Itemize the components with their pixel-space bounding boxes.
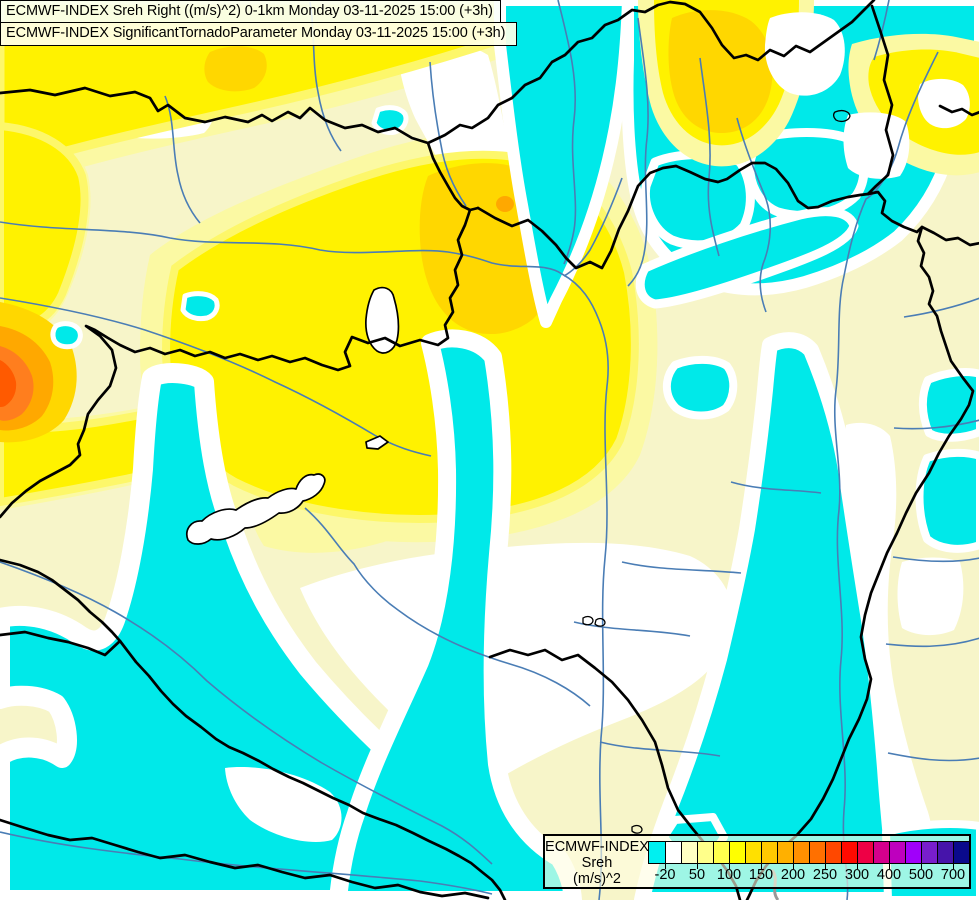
legend-tickmark-150 <box>761 863 762 869</box>
lake-balaton <box>186 473 326 545</box>
legend-label-line3: (m/s)^2 <box>573 871 621 887</box>
legend-swatch-7 <box>761 842 777 863</box>
legend-label: ECMWF-INDEX Sreh (m/s)^2 <box>545 836 649 887</box>
legend-swatch-4 <box>713 842 729 863</box>
legend-tickmark-100 <box>729 863 730 869</box>
legend-tickmark-500 <box>921 863 922 869</box>
legend-swatch-13 <box>857 842 873 863</box>
legend-swatch-5 <box>729 842 745 863</box>
legend-tickmark-300 <box>857 863 858 869</box>
legend-swatch-0 <box>649 842 665 863</box>
legend-ticklabel-250: 250 <box>812 867 838 883</box>
legend-colorbar <box>648 841 970 864</box>
legend-label-line1: ECMWF-INDEX <box>545 839 649 855</box>
legend-ticklabel--20: -20 <box>654 867 676 883</box>
title-line-1: ECMWF-INDEX Sreh Right ((m/s)^2) 0-1km M… <box>0 0 501 23</box>
legend-tickmark-250 <box>825 863 826 869</box>
lakes <box>186 286 400 545</box>
legend-swatch-18 <box>937 842 953 863</box>
legend-swatch-3 <box>697 842 713 863</box>
legend-ticklabel-700: 700 <box>940 867 966 883</box>
legend-swatch-14 <box>873 842 889 863</box>
lake-velence <box>365 435 389 450</box>
legend-swatch-17 <box>921 842 937 863</box>
small-outlines <box>582 109 851 834</box>
legend-swatch-10 <box>809 842 825 863</box>
legend-swatch-1 <box>665 842 681 863</box>
title-line-2: ECMWF-INDEX SignificantTornadoParameter … <box>0 22 517 46</box>
legend: ECMWF-INDEX Sreh (m/s)^2 -20 50 100 150 200 2… <box>543 834 971 889</box>
legend-tickmark-400 <box>889 863 890 869</box>
legend-ticklabel-300: 300 <box>844 867 870 883</box>
legend-ticklabel-400: 400 <box>876 867 902 883</box>
lake-neusiedl <box>365 286 400 354</box>
legend-swatch-15 <box>889 842 905 863</box>
legend-swatch-9 <box>793 842 809 863</box>
legend-tickmark-200 <box>793 863 794 869</box>
legend-swatch-12 <box>841 842 857 863</box>
island-zones <box>225 0 979 842</box>
legend-swatch-16 <box>905 842 921 863</box>
legend-ticklabel-500: 500 <box>908 867 934 883</box>
legend-swatch-2 <box>681 842 697 863</box>
legend-ticklabel-100: 100 <box>716 867 742 883</box>
legend-swatch-19 <box>953 842 969 863</box>
legend-label-line2: Sreh <box>581 855 613 871</box>
legend-swatch-11 <box>825 842 841 863</box>
legend-ticklabel-150: 150 <box>748 867 774 883</box>
legend-tickmark-700 <box>953 863 954 869</box>
legend-ticklabel-200: 200 <box>780 867 806 883</box>
legend-tickmark--20 <box>665 863 666 869</box>
legend-tickmark-50 <box>697 863 698 869</box>
legend-swatch-8 <box>777 842 793 863</box>
legend-ticklabel-50: 50 <box>688 867 706 883</box>
legend-swatch-6 <box>745 842 761 863</box>
